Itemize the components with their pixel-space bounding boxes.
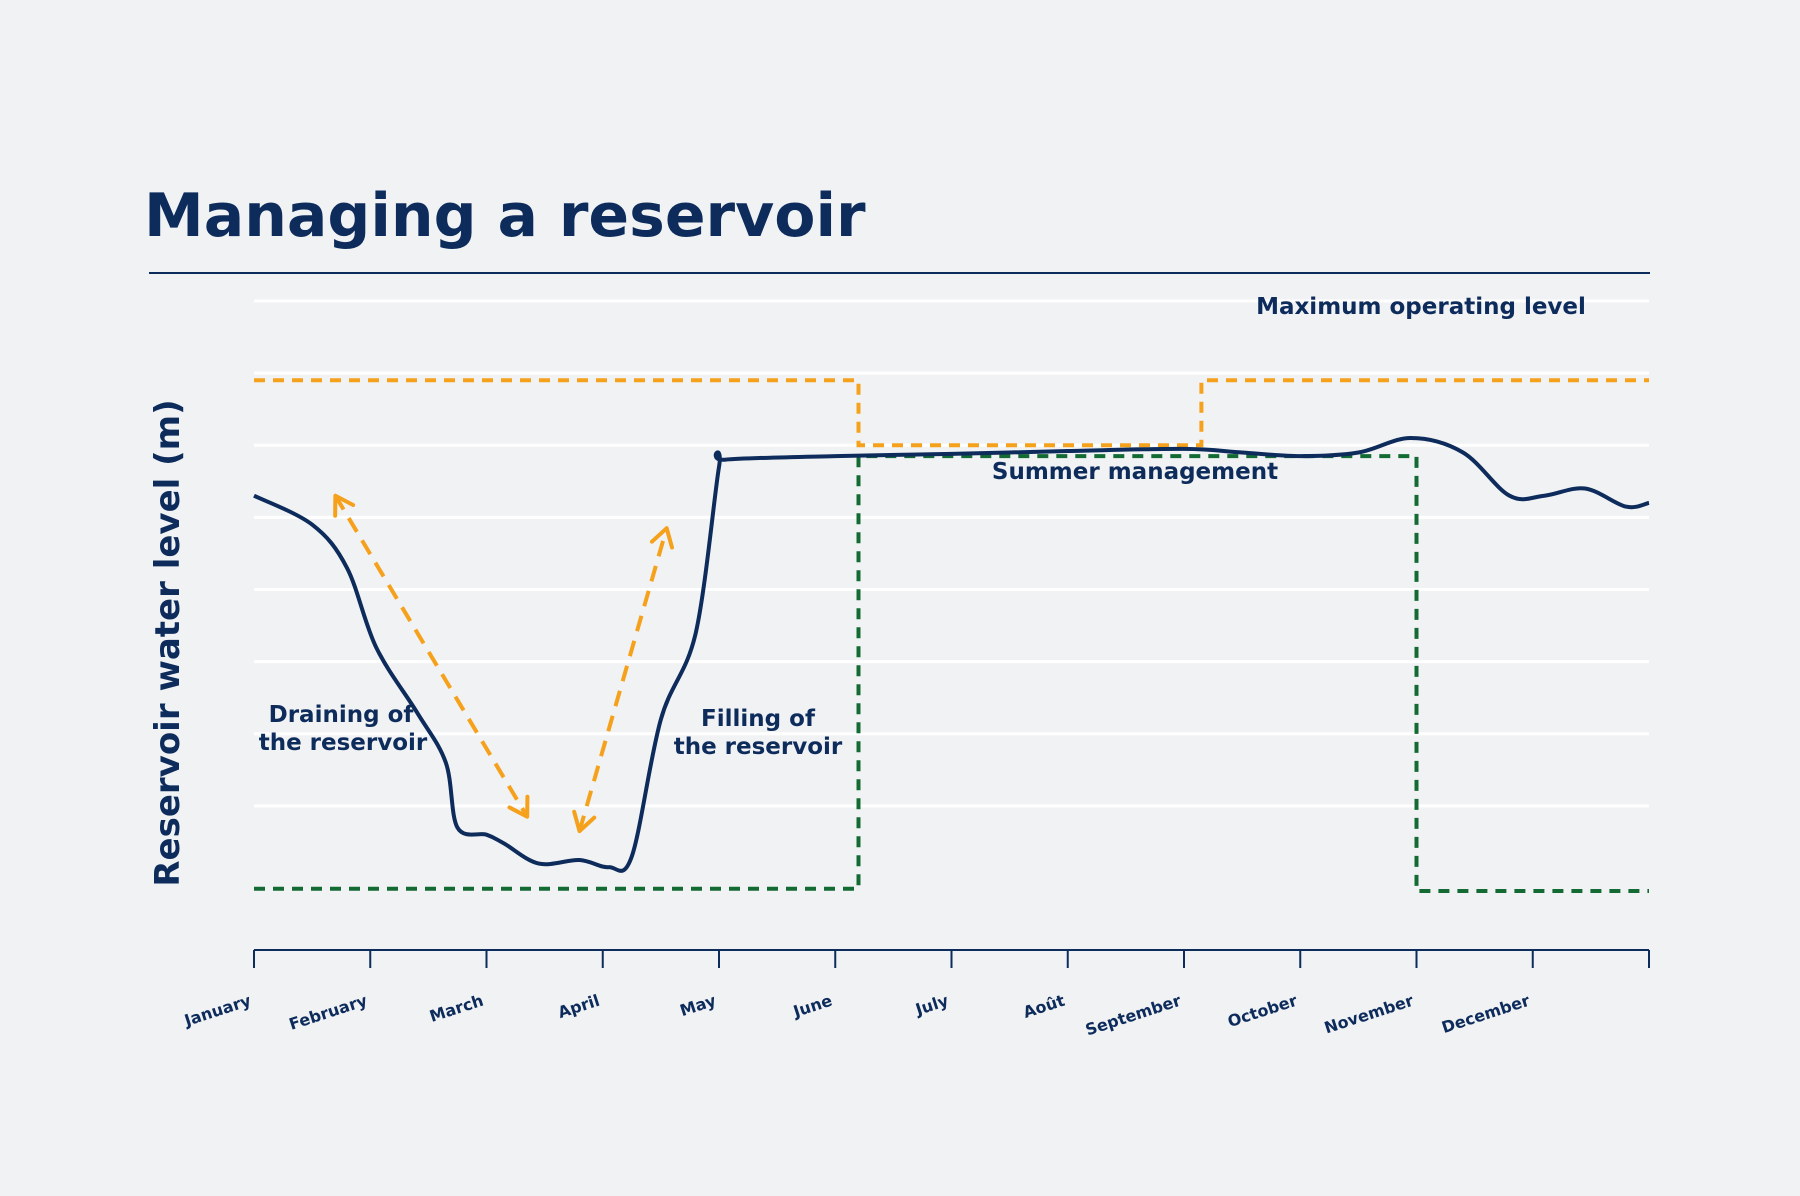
x-tick-label: June bbox=[790, 991, 835, 1022]
x-axis: January February March April May June July Août… bbox=[181, 949, 1650, 1040]
series-layer bbox=[253, 436, 1650, 873]
x-tick-label: April bbox=[556, 991, 602, 1022]
annotation-summer: Summer management bbox=[992, 459, 1278, 485]
double-arrow bbox=[572, 526, 675, 834]
annotation-draining-line1: Draining of bbox=[269, 702, 415, 728]
max-operating-level-line bbox=[254, 378, 1649, 448]
x-tick-label: September bbox=[1083, 991, 1183, 1040]
chart-title: Managing a reservoir bbox=[144, 181, 866, 251]
arrows-layer bbox=[333, 493, 675, 834]
x-tick-label: November bbox=[1322, 991, 1416, 1038]
arrow-shaft bbox=[333, 494, 529, 818]
arrow-head-end bbox=[507, 794, 530, 819]
x-tick-label: May bbox=[678, 991, 719, 1021]
x-tick-label: Août bbox=[1021, 991, 1068, 1022]
arrow-shaft bbox=[577, 527, 669, 832]
x-tick-label: February bbox=[287, 991, 370, 1034]
grid-lines bbox=[254, 299, 1649, 808]
x-tick-label: October bbox=[1225, 991, 1299, 1031]
annotation-filling: Filling of the reservoir bbox=[674, 706, 843, 760]
double-arrow bbox=[333, 493, 530, 819]
annotation-filling-line1: Filling of bbox=[701, 706, 816, 732]
x-tick-label: March bbox=[427, 991, 486, 1026]
arrow-head-start bbox=[572, 809, 597, 834]
minimum-level-line bbox=[254, 454, 1649, 893]
annotation-draining: Draining of the reservoir bbox=[259, 702, 428, 756]
max-level-label: Maximum operating level bbox=[1256, 294, 1586, 320]
arrow-head-start bbox=[333, 493, 356, 518]
annotation-filling-line2: the reservoir bbox=[674, 734, 843, 760]
operating-levels bbox=[254, 378, 1649, 893]
water-level-line bbox=[253, 436, 1650, 873]
x-tick-label: January bbox=[181, 991, 254, 1031]
x-tick-label: December bbox=[1439, 991, 1532, 1037]
y-axis-label: Reservoir water level (m) bbox=[148, 399, 188, 886]
arrow-head-end bbox=[649, 526, 675, 550]
x-tick-label: July bbox=[912, 991, 951, 1020]
annotation-draining-line2: the reservoir bbox=[259, 730, 428, 756]
